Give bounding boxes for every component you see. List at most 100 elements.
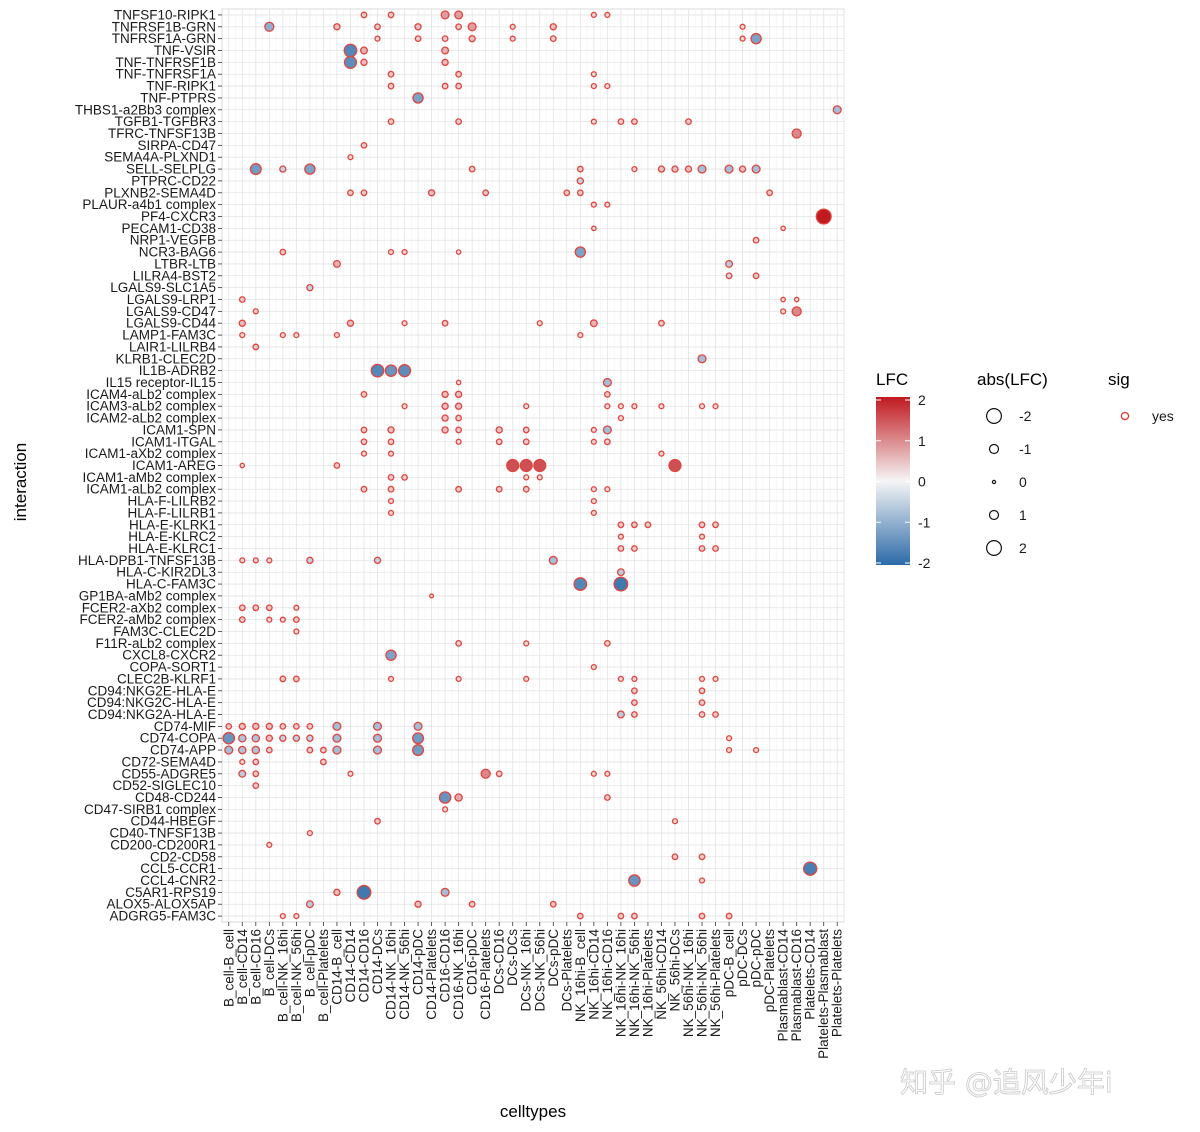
data-point: [738, 165, 747, 173]
x-tick-label: B_cell-B_cell: [221, 929, 236, 1007]
data-point: [509, 23, 516, 30]
data-point: [238, 604, 246, 612]
data-point: [293, 331, 300, 339]
data-point: [238, 616, 246, 624]
size-legend-key: [991, 479, 997, 485]
data-point: [279, 734, 287, 742]
data-point: [574, 246, 587, 258]
x-tick-label: CD16-Platelets: [478, 929, 493, 1020]
y-tick-label: LGALS9-LRP1: [127, 292, 216, 307]
data-point: [413, 721, 423, 731]
colorbar-tick-label: -2: [918, 555, 931, 571]
data-point: [671, 165, 679, 173]
data-point: [238, 769, 247, 778]
data-point: [644, 521, 652, 529]
y-tick-label: NCR3-BAG6: [139, 245, 216, 260]
data-point: [751, 164, 761, 174]
y-tick-label: ICAM3-aLb2 complex: [86, 399, 216, 414]
y-tick-label: IL15 receptor-IL15: [106, 375, 216, 390]
y-tick-label: SEMA4A-PLXND1: [104, 150, 216, 165]
data-point: [454, 402, 463, 410]
data-point: [441, 426, 449, 434]
data-point: [412, 744, 425, 757]
data-point: [306, 734, 314, 742]
data-point: [293, 912, 300, 920]
data-point: [576, 165, 584, 173]
data-point: [429, 593, 435, 599]
data-point: [766, 189, 774, 197]
y-tick-label: COPA-SORT1: [129, 660, 216, 675]
data-point: [320, 758, 327, 766]
data-point: [224, 745, 234, 755]
data-point: [239, 557, 246, 564]
x-tick-label: DCs-pDC: [546, 929, 561, 987]
y-tick-label: TNFRSF1B-GRN: [112, 19, 216, 34]
colorbar-tick-label: 0: [918, 474, 926, 490]
y-tick-label: ADGRG5-FAM3C: [109, 909, 216, 924]
data-point: [293, 604, 300, 611]
data-point: [360, 141, 368, 149]
data-point: [698, 545, 706, 552]
data-point: [604, 403, 611, 410]
y-tick-label: ICAM1-aMb2 complex: [82, 470, 216, 485]
data-point: [455, 249, 462, 255]
data-point: [360, 189, 368, 197]
data-point: [373, 556, 382, 565]
data-point: [360, 390, 368, 398]
data-point: [387, 675, 395, 683]
data-point: [385, 649, 397, 661]
data-point: [360, 485, 368, 493]
data-point: [279, 675, 287, 683]
y-tick-label: TGFB1-TGFBR3: [115, 114, 216, 129]
data-point: [725, 735, 733, 742]
data-point: [780, 308, 787, 315]
data-point: [454, 793, 463, 802]
data-point: [252, 782, 260, 790]
x-tick-label: NK_56hi-DCs: [667, 929, 682, 1012]
data-point: [360, 426, 368, 434]
data-point: [222, 731, 236, 745]
data-point: [387, 485, 395, 493]
size-legend-key: [985, 408, 1002, 425]
data-point: [698, 533, 706, 540]
x-tick-label: pDC-DCs: [735, 929, 750, 987]
data-point: [617, 118, 625, 126]
data-point: [304, 163, 316, 175]
data-point: [617, 533, 625, 540]
y-tick-label: CD200-CD200R1: [110, 837, 216, 852]
size-legend-key: [988, 509, 1000, 521]
legend-lfc: LFC 2 1 0 -1 -2: [876, 370, 931, 571]
data-point: [698, 853, 706, 861]
y-tick-label: CD94:NKG2E-HLA-E: [88, 683, 216, 698]
data-point: [590, 497, 597, 505]
x-tick-label: Plasmablast-CD14: [776, 929, 791, 1042]
data-point: [455, 485, 463, 493]
y-tick-label: CCL4-CNR2: [140, 873, 216, 888]
data-point: [441, 58, 449, 67]
data-point: [266, 841, 273, 849]
data-point: [387, 509, 395, 517]
data-point: [387, 497, 395, 505]
data-point: [523, 675, 530, 683]
data-point: [320, 746, 327, 754]
data-point: [455, 639, 463, 647]
x-tick-label: NK_16hi-B_cell: [573, 929, 588, 1022]
x-tick-label: B_cell-pDC: [302, 929, 317, 998]
legend-lfc-colorbar: [876, 397, 910, 565]
data-point: [752, 272, 760, 280]
data-point: [590, 201, 597, 208]
data-point: [780, 296, 786, 303]
size-legend-label: 0: [1019, 474, 1027, 490]
data-point: [671, 818, 679, 825]
y-tick-labels: TNFSF10-RIPK1TNFRSF1B-GRNTNFRSF1A-GRNTNF…: [75, 7, 222, 924]
size-legend-key: [985, 539, 1002, 556]
data-point: [617, 414, 625, 422]
x-tick-label: CD14-NK_56hi: [397, 929, 412, 1020]
data-point: [239, 758, 246, 766]
data-point: [631, 165, 638, 173]
data-point: [279, 165, 287, 173]
data-point: [697, 164, 707, 174]
data-point: [752, 236, 760, 244]
data-point: [279, 616, 286, 623]
data-point: [791, 128, 802, 139]
